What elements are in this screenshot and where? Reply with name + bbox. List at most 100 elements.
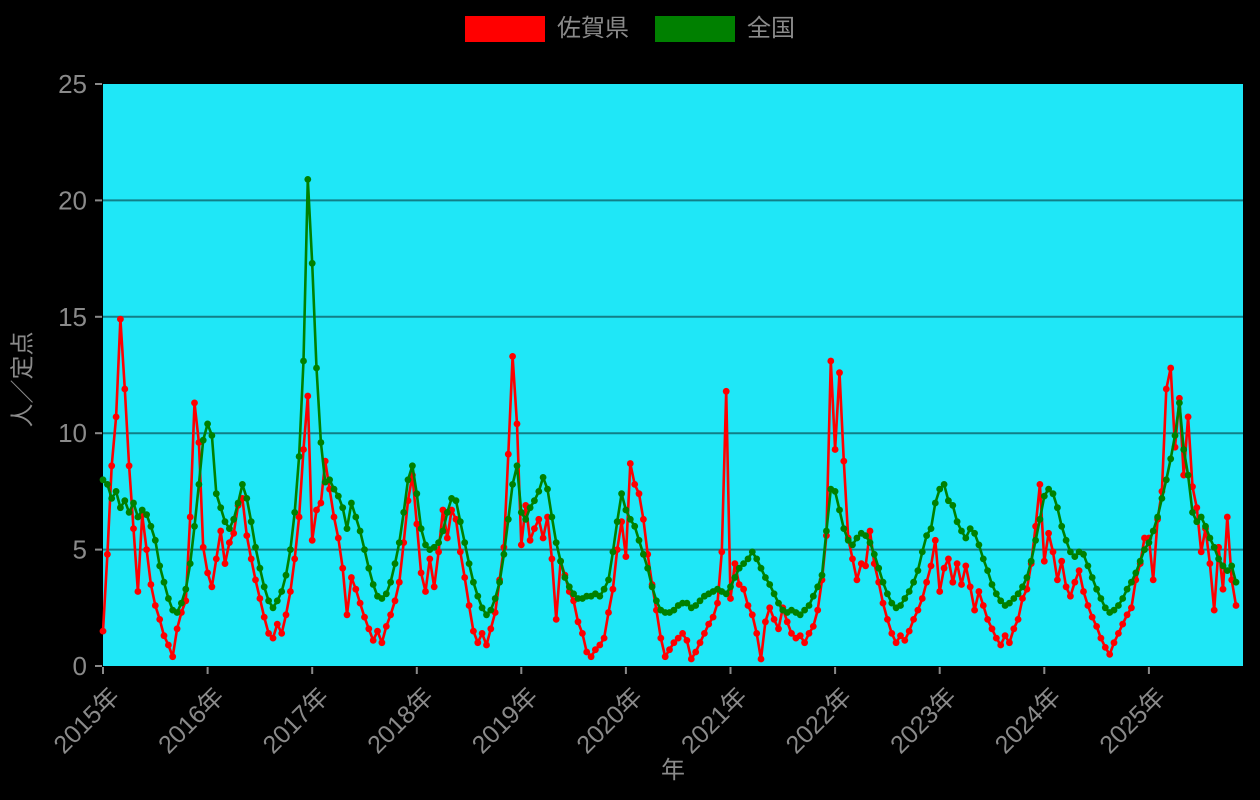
data-point-zenkoku	[496, 578, 503, 586]
data-point-saga	[308, 536, 316, 544]
data-point-zenkoku	[1149, 527, 1157, 535]
data-point-zenkoku	[809, 592, 817, 600]
data-point-zenkoku	[478, 604, 486, 612]
data-point-saga	[212, 555, 220, 563]
data-point-saga	[626, 460, 634, 467]
data-point-saga	[945, 555, 952, 563]
data-point-saga	[683, 637, 691, 644]
data-point-saga	[143, 546, 151, 553]
data-point-zenkoku	[801, 606, 808, 614]
data-point-saga	[997, 641, 1005, 649]
data-point-saga	[679, 630, 686, 637]
data-point-saga	[1149, 576, 1157, 584]
data-point-zenkoku	[975, 541, 983, 549]
data-point-zenkoku	[635, 536, 643, 544]
data-point-zenkoku	[1128, 578, 1135, 586]
data-point-saga	[640, 515, 647, 523]
data-point-zenkoku	[1123, 585, 1131, 593]
data-point-zenkoku	[1049, 490, 1057, 498]
data-point-saga	[465, 602, 473, 609]
data-point-zenkoku	[339, 504, 347, 512]
data-point-saga	[701, 630, 708, 637]
data-point-saga	[831, 446, 839, 453]
data-point-zenkoku	[160, 578, 168, 586]
data-point-saga	[1128, 604, 1135, 612]
data-point-saga	[605, 609, 612, 616]
data-point-zenkoku	[1006, 599, 1013, 607]
data-point-saga	[1084, 602, 1092, 609]
data-point-saga	[1223, 513, 1231, 521]
data-point-zenkoku	[992, 590, 1000, 598]
data-point-saga	[369, 637, 377, 644]
data-point-saga	[705, 620, 713, 628]
data-point-zenkoku	[531, 497, 538, 505]
data-point-zenkoku	[1228, 562, 1236, 570]
data-point-zenkoku	[334, 492, 342, 500]
data-point-zenkoku	[483, 611, 490, 619]
data-point-saga	[1101, 644, 1109, 651]
data-point-zenkoku	[953, 518, 961, 526]
legend: 佐賀県 全国	[0, 16, 1260, 42]
data-point-zenkoku	[308, 259, 316, 267]
data-point-saga	[953, 560, 961, 567]
data-point-zenkoku	[570, 590, 577, 598]
data-point-saga	[169, 653, 177, 661]
data-point-zenkoku	[1080, 550, 1087, 558]
data-point-saga	[361, 613, 368, 621]
data-point-saga	[849, 555, 856, 563]
data-point-saga	[600, 634, 608, 642]
data-point-zenkoku	[609, 548, 617, 556]
data-point-saga	[208, 583, 216, 591]
data-point-zenkoku	[888, 599, 896, 607]
data-point-saga	[853, 576, 861, 584]
data-point-saga	[992, 634, 1000, 642]
y-tick-label: 0	[73, 651, 87, 681]
data-point-saga	[474, 639, 482, 647]
data-point-zenkoku	[456, 518, 464, 526]
data-point-saga	[966, 583, 974, 591]
data-point-saga	[226, 539, 233, 546]
x-tick-label: 2019年	[467, 682, 544, 759]
data-point-zenkoku	[182, 585, 190, 593]
x-tick-label: 2020年	[571, 682, 648, 759]
data-point-saga	[1206, 560, 1214, 567]
data-point-saga	[927, 562, 935, 570]
data-point-saga	[809, 623, 817, 630]
data-point-saga	[1167, 364, 1175, 372]
data-point-zenkoku	[1019, 583, 1026, 591]
data-point-zenkoku	[731, 574, 739, 581]
data-point-saga	[1197, 548, 1205, 556]
data-point-zenkoku	[600, 585, 608, 593]
data-point-zenkoku	[766, 581, 774, 588]
data-point-saga	[1088, 613, 1096, 621]
data-point-saga	[391, 597, 399, 605]
data-point-saga	[204, 569, 212, 577]
data-point-zenkoku	[361, 546, 368, 553]
data-point-saga	[348, 574, 355, 581]
x-tick-label: 2023年	[885, 682, 962, 759]
data-point-zenkoku	[984, 567, 991, 574]
data-point-zenkoku	[348, 499, 355, 507]
data-point-zenkoku	[417, 525, 425, 532]
data-point-zenkoku	[1158, 495, 1166, 502]
data-point-zenkoku	[923, 532, 930, 539]
data-point-zenkoku	[757, 564, 765, 572]
data-point-zenkoku	[914, 567, 922, 574]
data-point-zenkoku	[143, 511, 151, 519]
data-point-zenkoku	[282, 571, 290, 579]
data-point-zenkoku	[1032, 536, 1039, 544]
data-point-saga	[217, 527, 225, 535]
data-point-zenkoku	[1232, 578, 1240, 586]
data-point-zenkoku	[1040, 492, 1048, 500]
data-point-zenkoku	[217, 504, 225, 512]
data-point-saga	[300, 446, 307, 453]
data-point-saga	[531, 525, 538, 532]
data-point-saga	[657, 634, 665, 642]
data-point-saga	[339, 564, 347, 572]
data-point-saga	[1006, 639, 1013, 647]
data-point-saga	[1010, 625, 1018, 633]
data-point-saga	[147, 581, 155, 588]
data-point-zenkoku	[1184, 471, 1192, 479]
data-point-zenkoku	[422, 541, 429, 549]
data-point-saga	[330, 513, 338, 521]
